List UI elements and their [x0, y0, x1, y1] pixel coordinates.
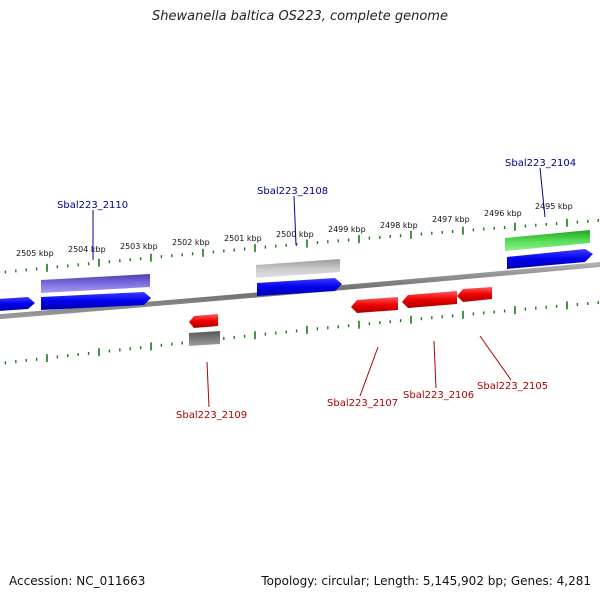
gene-feature-blue[interactable]	[0, 297, 35, 311]
gene-feature-red[interactable]	[189, 314, 218, 328]
gene-label-sbal223-2109[interactable]: Sbal223_2109	[176, 410, 247, 421]
gene-feature-green[interactable]	[505, 230, 590, 251]
reverse-features	[189, 287, 492, 346]
scale-label: 2501 kbp	[224, 234, 262, 243]
scale-label: 2499 kbp	[328, 225, 366, 234]
gene-feature-blue[interactable]	[41, 292, 151, 310]
scale-label: 2498 kbp	[380, 221, 418, 230]
scale-label: 2505 kbp	[16, 249, 54, 258]
gene-feature-gray[interactable]	[256, 259, 340, 278]
gene-label-sbal223-2107[interactable]: Sbal223_2107	[327, 398, 398, 409]
scale-label: 2502 kbp	[172, 238, 210, 247]
scale-label: 2500 kbp	[276, 230, 314, 239]
scale-label: 2504 kbp	[68, 245, 106, 254]
label-leaders	[92, 167, 546, 408]
scale-label: 2497 kbp	[432, 215, 470, 224]
gene-feature-blue[interactable]	[507, 249, 593, 269]
genome-summary: Topology: circular; Length: 5,145,902 bp…	[261, 574, 591, 588]
gene-label-sbal223-2110[interactable]: Sbal223_2110	[57, 200, 128, 211]
gene-labels: Sbal223_2110 Sbal223_2108 Sbal223_2104 S…	[57, 158, 576, 421]
forward-scale-ticks	[4, 218, 599, 274]
gene-feature-darkgray[interactable]	[189, 331, 220, 346]
gene-feature-purple[interactable]	[41, 274, 150, 293]
scale-labels: 2505 kbp 2504 kbp 2503 kbp 2502 kbp 2501…	[16, 202, 573, 258]
gene-feature-red[interactable]	[402, 291, 457, 308]
reverse-scale-ticks	[4, 301, 599, 365]
forward-features	[0, 230, 593, 311]
gene-label-sbal223-2105[interactable]: Sbal223_2105	[477, 381, 548, 392]
scale-label: 2495 kbp	[535, 202, 573, 211]
scale-label: 2496 kbp	[484, 209, 522, 218]
map-title: Shewanella baltica OS223, complete genom…	[152, 9, 448, 24]
gene-feature-red[interactable]	[457, 287, 492, 302]
gene-feature-blue[interactable]	[257, 278, 342, 296]
gene-feature-red[interactable]	[351, 297, 398, 313]
accession-info: Accession: NC_011663	[9, 574, 146, 588]
gene-label-sbal223-2108[interactable]: Sbal223_2108	[257, 186, 328, 197]
scale-label: 2503 kbp	[120, 242, 158, 251]
gene-label-sbal223-2106[interactable]: Sbal223_2106	[403, 390, 474, 401]
gene-label-sbal223-2104[interactable]: Sbal223_2104	[505, 158, 576, 169]
